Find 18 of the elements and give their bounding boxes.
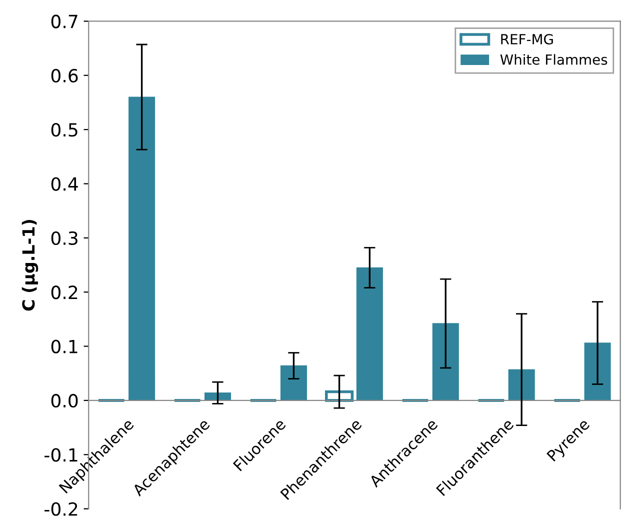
legend-label: White Flammes xyxy=(500,54,608,65)
bar xyxy=(432,323,459,401)
y-tick-label: 0.4 xyxy=(51,177,78,191)
y-tick-label: 0.1 xyxy=(51,340,78,354)
y-tick-label: 0.2 xyxy=(51,286,78,300)
y-tick-label: 0.7 xyxy=(51,14,78,28)
bar xyxy=(128,96,156,401)
bar xyxy=(508,369,535,401)
bar xyxy=(584,342,611,401)
y-tick-label: -0.2 xyxy=(44,502,78,516)
y-tick-label: 0.0 xyxy=(51,394,78,408)
legend-label: REF-MG xyxy=(501,34,553,44)
y-tick-label: 0.5 xyxy=(51,123,78,137)
bar xyxy=(280,365,307,401)
y-axis-title: C (µg.L-1) xyxy=(22,220,38,311)
y-tick-label: 0.6 xyxy=(51,68,78,82)
y-tick-label: 0.3 xyxy=(51,231,78,246)
bar xyxy=(356,267,383,401)
